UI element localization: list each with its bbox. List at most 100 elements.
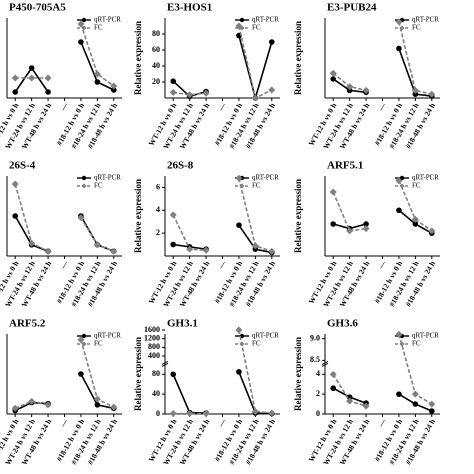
legend-marker — [81, 25, 87, 31]
point — [169, 211, 177, 219]
chart-title: P450-705A5 — [9, 2, 66, 14]
point — [251, 408, 259, 416]
legend-label: qRT-PCR — [94, 332, 121, 340]
series-line — [238, 25, 273, 100]
point — [346, 227, 354, 235]
point — [329, 370, 337, 378]
legend-label: FC — [412, 340, 421, 348]
x-tick-label: — — [58, 417, 70, 429]
y-tick-label: 1200 — [144, 334, 160, 343]
point — [428, 408, 435, 414]
legend-marker — [239, 17, 245, 23]
legend-marker — [399, 25, 405, 31]
point — [330, 221, 337, 227]
point — [412, 401, 419, 407]
point — [28, 74, 36, 82]
point — [11, 74, 19, 82]
y-tick-label: 0 — [316, 409, 320, 418]
legend-marker — [81, 183, 87, 189]
point — [94, 402, 101, 408]
legend-label: FC — [252, 24, 261, 32]
point — [12, 213, 19, 219]
point — [28, 397, 36, 405]
y-tick-label: 80 — [152, 29, 160, 38]
y-axis-label: Relative expression — [133, 179, 143, 253]
point — [93, 70, 101, 78]
legend-label: qRT-PCR — [94, 16, 121, 24]
chart-title: E3-PUB24 — [327, 2, 377, 14]
point — [346, 397, 354, 405]
point — [170, 241, 177, 248]
y-tick-label: 400 — [148, 351, 160, 360]
legend-marker — [81, 333, 87, 339]
legend-marker — [81, 17, 87, 23]
chart-title: GH3.1 — [167, 318, 198, 330]
x-tick-label: — — [58, 101, 70, 113]
point — [428, 90, 436, 98]
y-axis-label: Relative expression — [293, 337, 303, 411]
point — [110, 247, 118, 255]
point — [428, 400, 436, 408]
legend-marker — [239, 183, 245, 189]
legend-label: FC — [94, 24, 103, 32]
point — [202, 246, 210, 254]
point — [395, 18, 403, 26]
legend-label: FC — [252, 182, 261, 190]
y-tick-label: 9.0 — [310, 334, 320, 343]
legend-marker — [81, 175, 87, 181]
legend-marker — [399, 341, 405, 347]
point — [110, 82, 118, 90]
point — [396, 45, 402, 52]
y-axis-label: Relative expression — [293, 21, 303, 95]
legend-label: qRT-PCR — [412, 174, 439, 182]
chart-title: E3-HOS1 — [167, 2, 212, 14]
legend-marker — [239, 25, 245, 31]
point — [235, 174, 243, 182]
point — [110, 403, 118, 411]
axis-break — [321, 362, 329, 367]
series-line — [173, 91, 207, 96]
point — [202, 89, 210, 97]
point — [44, 247, 52, 255]
y-tick-label: 1600 — [144, 325, 160, 334]
y-tick-label: 20 — [152, 77, 160, 86]
series-line — [238, 329, 272, 414]
legend-label: qRT-PCR — [252, 332, 279, 340]
y-tick-label: 80 — [152, 369, 160, 378]
legend-label: qRT-PCR — [94, 174, 121, 182]
point — [169, 88, 177, 96]
point — [329, 188, 337, 196]
point — [268, 247, 276, 255]
point — [28, 65, 35, 71]
axis-break — [321, 360, 329, 365]
legend-label: qRT-PCR — [412, 332, 439, 340]
point — [202, 410, 210, 418]
point — [235, 326, 243, 334]
point — [330, 385, 337, 392]
x-tick-label: — — [216, 259, 228, 271]
point — [411, 215, 419, 223]
legend-marker — [239, 341, 245, 347]
chart-title: GH3.6 — [327, 318, 358, 330]
y-tick-label: 60 — [152, 45, 160, 54]
chart-title: 26S-4 — [9, 160, 36, 172]
legend-label: qRT-PCR — [412, 16, 439, 24]
x-tick-label: — — [216, 101, 228, 113]
point — [170, 371, 177, 378]
point — [77, 336, 85, 344]
point — [110, 87, 117, 93]
point — [396, 207, 402, 214]
point — [93, 241, 101, 249]
y-axis-label: Relative expression — [133, 21, 143, 95]
y-tick-label: 2 — [316, 389, 320, 398]
legend-label: FC — [252, 340, 261, 348]
y-tick-label: 800 — [148, 342, 160, 351]
series-line — [398, 21, 432, 95]
point — [45, 89, 51, 95]
axis-break — [161, 362, 169, 367]
legend-label: FC — [94, 340, 103, 348]
point — [330, 76, 337, 82]
point — [268, 409, 276, 417]
x-tick-label: — — [216, 417, 228, 429]
y-tick-label: 40 — [152, 61, 160, 70]
